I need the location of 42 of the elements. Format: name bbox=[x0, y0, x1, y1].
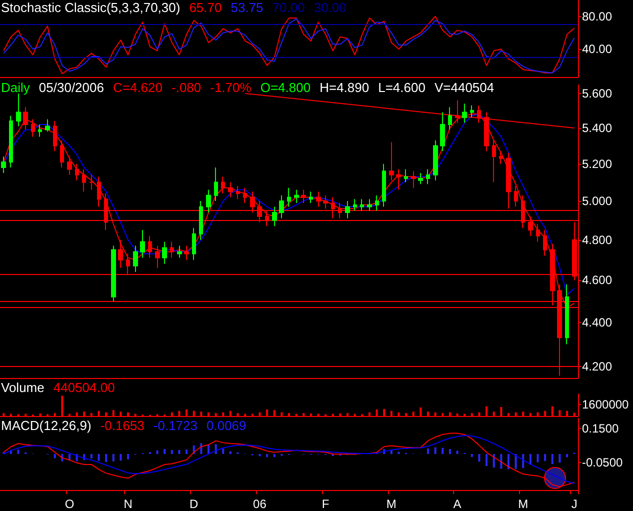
annotation: 0.0069 bbox=[206, 418, 246, 433]
annotation: O=4.800 bbox=[260, 80, 311, 95]
x-tick-label: O bbox=[64, 497, 74, 511]
x-tick-label: J bbox=[571, 497, 578, 511]
annotation: V=440504 bbox=[434, 80, 494, 95]
annotation: L=4.600 bbox=[378, 80, 426, 95]
annotation: H=4.890 bbox=[320, 80, 370, 95]
y-tick-label: 4.600 bbox=[582, 273, 612, 288]
annotation: 30.00 bbox=[314, 0, 346, 15]
y-tick-label: 4.800 bbox=[582, 232, 612, 247]
y-tick-label: 4.400 bbox=[582, 315, 612, 330]
y-tick-label: 0.1500 bbox=[582, 421, 620, 436]
x-tick-label: F bbox=[322, 497, 330, 511]
chart-title: MACD(12,26,9) bbox=[1, 418, 92, 433]
annotation: -0.1723 bbox=[153, 418, 198, 433]
annotation: 70.00 bbox=[272, 0, 305, 15]
y-tick-label: 1600000 bbox=[582, 397, 630, 412]
annotation: 65.70 bbox=[189, 0, 222, 15]
x-tick-label: M bbox=[518, 497, 528, 511]
x-tick-label: 06 bbox=[253, 497, 267, 511]
y-tick-label: 5.000 bbox=[582, 194, 612, 208]
annotation: 05/30/2006 bbox=[38, 80, 104, 95]
y-tick-label: 40.00 bbox=[582, 42, 612, 56]
annotation: -1.70% bbox=[210, 80, 252, 95]
chart-title: Daily bbox=[1, 80, 30, 95]
x-tick-label: D bbox=[190, 497, 199, 511]
x-tick-label: N bbox=[124, 497, 132, 511]
y-tick-label: 4.200 bbox=[582, 360, 612, 374]
annotation: -.080 bbox=[172, 80, 202, 95]
y-tick-label: 80.00 bbox=[582, 9, 612, 24]
y-tick-label: 5.200 bbox=[582, 156, 612, 171]
y-tick-label: 5.600 bbox=[582, 86, 612, 100]
annotation: 440504.00 bbox=[53, 380, 115, 395]
y-tick-label: 5.400 bbox=[582, 120, 612, 135]
x-tick-label: A bbox=[453, 497, 462, 511]
annotation: C=4.620 bbox=[112, 80, 162, 95]
annotation: 53.75 bbox=[230, 0, 264, 15]
x-tick-label: M bbox=[386, 497, 396, 511]
chart-title: Stochastic Classic(5,3,3,70,30) bbox=[1, 0, 180, 15]
y-tick-label: -0.0500 bbox=[582, 456, 624, 470]
chart-title: Volume bbox=[1, 380, 44, 395]
annotation: -0.1653 bbox=[100, 418, 144, 433]
